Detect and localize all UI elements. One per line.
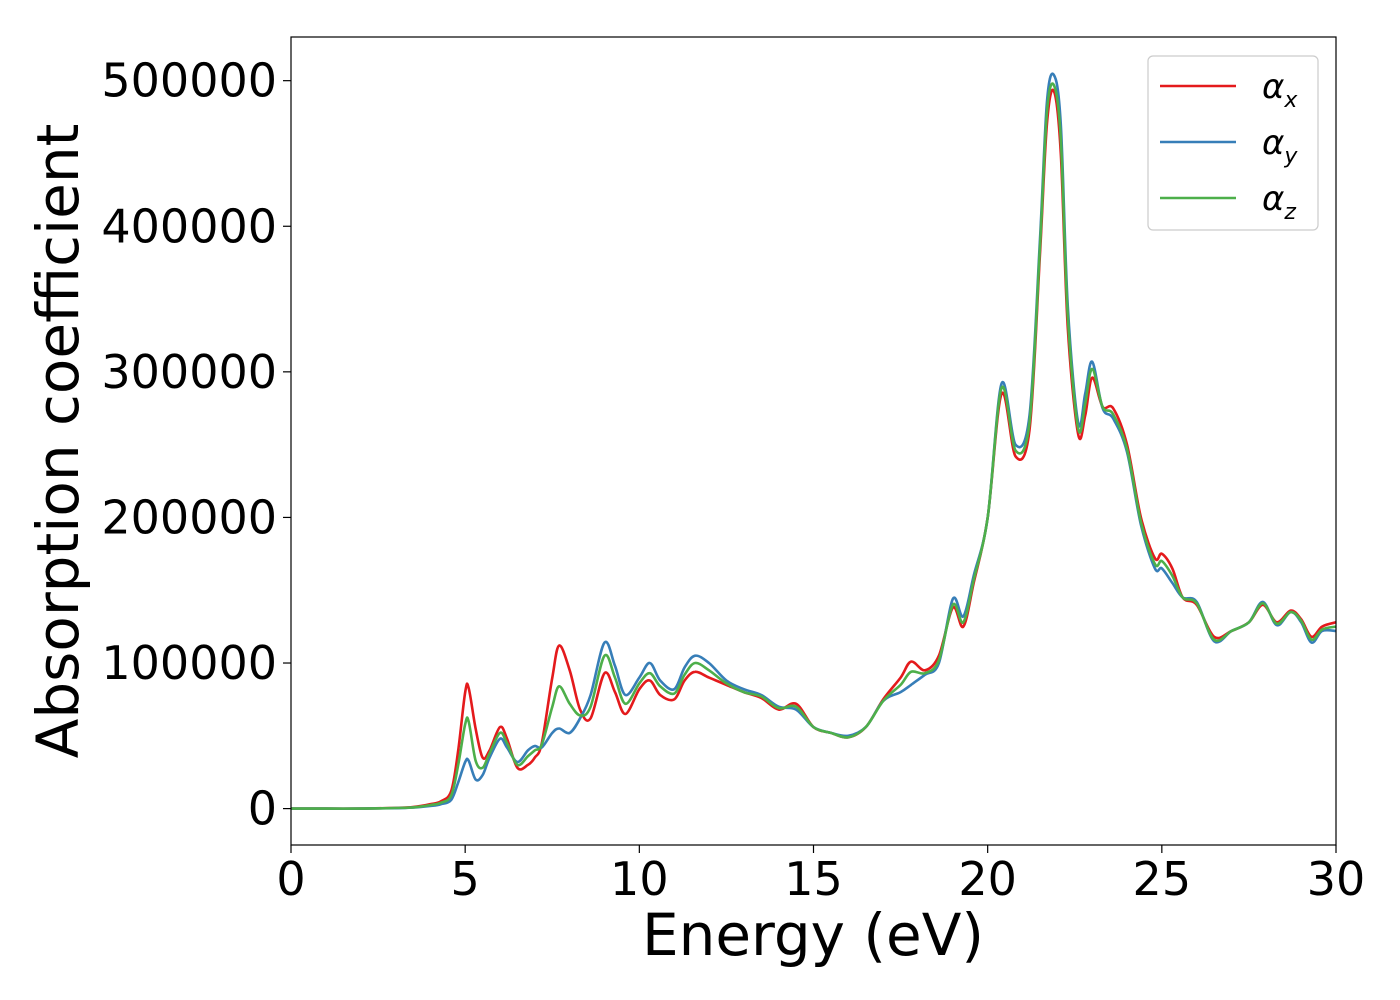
legend-label-z: αz	[1262, 179, 1296, 225]
y-axis: 0 100000 200000 300000 400000 500000	[101, 54, 291, 836]
legend-label-x: αx	[1262, 67, 1298, 113]
y-axis-title: Absorption coefficient	[24, 124, 92, 759]
x-tick-label: 5	[451, 852, 480, 906]
series-layer	[291, 72, 1337, 810]
x-tick-label: 30	[1307, 852, 1366, 906]
series-line-z	[291, 82, 1337, 810]
legend: αx αy αz	[1147, 55, 1319, 231]
x-axis: 0 5 10 15 20 25 30	[276, 845, 1365, 906]
y-tick-label: 500000	[101, 54, 277, 108]
x-tick-label: 20	[958, 852, 1017, 906]
x-tick-label: 25	[1133, 852, 1192, 906]
x-tick-label: 10	[610, 852, 669, 906]
y-tick-label: 300000	[101, 345, 277, 399]
legend-label-y: αy	[1262, 123, 1298, 169]
x-tick-label: 0	[276, 852, 305, 906]
x-axis-title: Energy (eV)	[642, 901, 984, 969]
y-tick-label: 100000	[101, 636, 277, 690]
y-tick-label: 200000	[101, 490, 277, 544]
x-tick-label: 15	[784, 852, 843, 906]
y-tick-label: 400000	[101, 199, 277, 253]
y-tick-label: 0	[248, 782, 277, 836]
